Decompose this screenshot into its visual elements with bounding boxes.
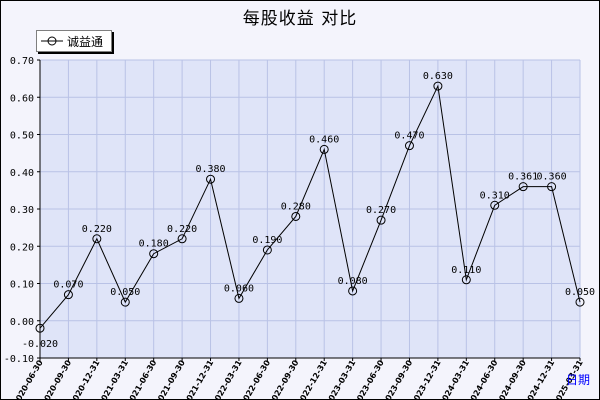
data-point <box>149 249 159 259</box>
data-label: 0.280 <box>281 201 311 212</box>
data-label: 0.050 <box>565 287 595 298</box>
data-label: 0.310 <box>480 190 510 201</box>
x-tick-label: 2021-09-30 <box>153 358 187 400</box>
data-point <box>35 323 45 333</box>
y-tick-label: 0.40 <box>10 168 34 179</box>
data-point <box>376 215 386 225</box>
x-tick-label: 2022-03-31 <box>210 358 244 400</box>
x-tick-label: 2021-12-31 <box>182 358 216 400</box>
y-tick-label: 0.20 <box>10 242 34 253</box>
x-tick-label: 2022-09-30 <box>267 358 301 400</box>
data-label: 0.190 <box>252 235 282 246</box>
data-label: 0.360 <box>537 172 567 183</box>
data-point <box>92 234 102 244</box>
legend-marker-icon <box>41 36 63 46</box>
x-tick-label: 2023-06-30 <box>352 358 386 400</box>
data-label: 0.220 <box>82 224 112 235</box>
y-tick-label: 0.50 <box>10 131 34 142</box>
x-tick-label: 2023-03-31 <box>324 358 358 400</box>
data-label: 0.070 <box>53 280 83 291</box>
y-tick-label: 0.60 <box>10 93 34 104</box>
data-label: 0.220 <box>167 224 197 235</box>
data-point <box>262 245 272 255</box>
data-point <box>63 290 73 300</box>
x-tick-label: 2022-12-31 <box>296 358 330 400</box>
data-label: -0.020 <box>22 339 58 350</box>
x-axis-title: 日期 <box>566 373 590 387</box>
data-label: 0.110 <box>451 265 481 276</box>
data-point <box>291 211 301 221</box>
data-point <box>120 297 130 307</box>
data-point <box>177 234 187 244</box>
data-point <box>490 200 500 210</box>
data-point <box>518 182 528 192</box>
data-label: 0.380 <box>195 164 225 175</box>
data-label: 0.460 <box>309 134 339 145</box>
y-tick-label: 0.70 <box>10 56 34 67</box>
data-point <box>234 293 244 303</box>
data-point <box>461 275 471 285</box>
x-tick-label: 2020-09-30 <box>40 358 74 400</box>
data-label: 0.270 <box>366 205 396 216</box>
data-label: 0.050 <box>110 287 140 298</box>
data-point <box>404 141 414 151</box>
data-point <box>348 286 358 296</box>
data-label: 0.180 <box>139 239 169 250</box>
x-tick-label: 2023-12-31 <box>409 358 443 400</box>
x-tick-label: 2023-09-30 <box>381 358 415 400</box>
y-tick-label: 0.10 <box>10 280 34 291</box>
x-tick-label: 2021-06-30 <box>125 358 159 400</box>
x-tick-label: 2024-09-30 <box>495 358 529 400</box>
y-tick-label: -0.10 <box>4 354 34 365</box>
data-label: 0.470 <box>394 131 424 142</box>
x-tick-label: 2022-06-30 <box>239 358 273 400</box>
series-line <box>39 84 581 329</box>
x-tick-label: 2024-12-31 <box>523 358 557 400</box>
data-point <box>433 81 443 91</box>
data-point <box>206 174 216 184</box>
data-label: 0.060 <box>224 283 254 294</box>
x-tick-label: 2020-12-31 <box>68 358 102 400</box>
chart-title: 每股收益 对比 <box>242 9 358 29</box>
y-tick-label: 0.00 <box>10 317 34 328</box>
x-tick-label: 2024-03-31 <box>438 358 472 400</box>
data-label: 0.630 <box>423 71 453 82</box>
data-point <box>547 182 557 192</box>
data-point <box>319 144 329 154</box>
data-label: 0.080 <box>338 276 368 287</box>
legend-label: 诚益通 <box>67 34 104 49</box>
legend: 诚益通 <box>36 30 113 52</box>
y-tick-label: 0.30 <box>10 205 34 216</box>
data-label: 0.361 <box>508 172 538 183</box>
x-tick-label: 2024-06-30 <box>466 358 500 400</box>
x-tick-label: 2021-03-31 <box>97 358 131 400</box>
data-point <box>575 297 585 307</box>
